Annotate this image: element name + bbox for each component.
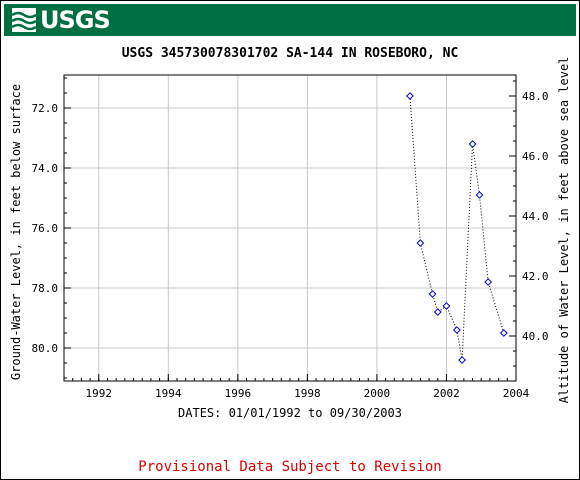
x-tick-label: 2002 — [433, 387, 460, 400]
data-point — [458, 356, 467, 364]
provisional-notice: Provisional Data Subject to Revision — [138, 459, 442, 475]
x-tick-label: 2000 — [364, 387, 391, 400]
x-tick-label: 1998 — [294, 387, 321, 400]
y-right-tick-label: 42.0 — [522, 270, 549, 283]
chart-title: USGS 345730078301702 SA-144 IN ROSEBORO,… — [121, 46, 459, 61]
x-tick-label: 1994 — [155, 387, 182, 400]
y-right-tick-label: 48.0 — [522, 90, 549, 103]
data-point — [416, 239, 425, 247]
y-left-tick-label: 74.0 — [32, 162, 59, 175]
x-axis-label: DATES: 01/01/1992 to 09/30/2003 — [178, 406, 402, 420]
data-point — [468, 140, 477, 148]
x-tick-label: 2004 — [503, 387, 530, 400]
usgs-logo-text: USGS — [40, 6, 111, 34]
x-tick-label: 1992 — [86, 387, 113, 400]
data-point — [428, 290, 437, 298]
y-right-tick-label: 40.0 — [522, 330, 549, 343]
data-point — [475, 191, 484, 199]
x-tick-label: 1996 — [225, 387, 252, 400]
data-point — [442, 302, 451, 310]
usgs-wave-icon — [12, 8, 36, 32]
usgs-logo[interactable]: USGS — [12, 6, 111, 34]
y-left-tick-label: 76.0 — [32, 222, 59, 235]
y-right-tick-label: 46.0 — [522, 150, 549, 163]
data-point — [406, 92, 414, 100]
data-point — [484, 278, 493, 286]
y-left-tick-label: 80.0 — [32, 342, 59, 355]
y-left-tick-label: 78.0 — [32, 282, 59, 295]
y-right-tick-label: 44.0 — [522, 210, 549, 223]
data-point — [433, 308, 442, 316]
usgs-banner: USGS — [4, 4, 576, 36]
data-point — [499, 329, 508, 337]
data-point — [452, 326, 461, 334]
y-left-tick-label: 72.0 — [32, 102, 59, 115]
